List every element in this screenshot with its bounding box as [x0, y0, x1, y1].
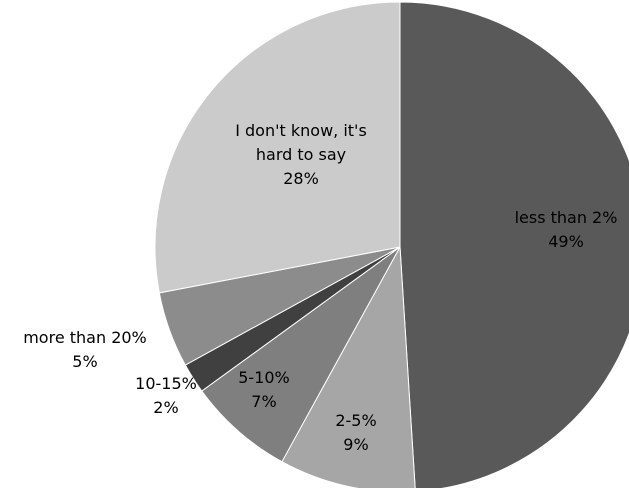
pie-slice-less-than-2	[399, 1, 629, 488]
data-label-10-15: 10-15% 2%	[135, 374, 197, 417]
pie-slice-i-don-t-know-it-s-hard-to-say	[154, 1, 401, 294]
data-label-less-than-2: less than 2% 49%	[515, 208, 618, 251]
data-label-more-than-20: more than 20% 5%	[23, 328, 147, 371]
pie-slice-2-5	[281, 245, 416, 488]
pie-slice-5-10	[201, 246, 401, 463]
data-label-5-10: 5-10% 7%	[238, 368, 290, 411]
data-label-2-5: 2-5% 9%	[335, 411, 376, 454]
data-label-i-don-t-know-it-s-hard-to-say: I don't know, it's hard to say 28%	[235, 121, 367, 188]
